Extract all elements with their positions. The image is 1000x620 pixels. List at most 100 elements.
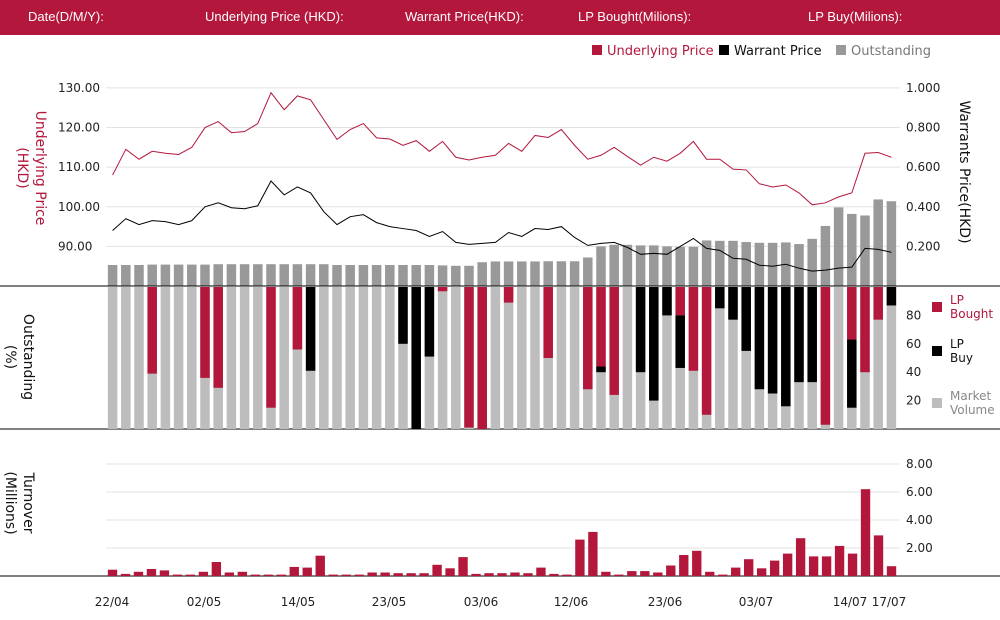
lp-bought-bar xyxy=(688,287,699,371)
market-volume-bar xyxy=(385,287,395,429)
outstanding-bar xyxy=(411,265,421,286)
warrant-price-line xyxy=(112,180,892,272)
outstanding-bar xyxy=(371,265,382,286)
x-tick: 03/06 xyxy=(464,595,499,609)
outstanding-bar xyxy=(503,261,514,286)
turnover-bar xyxy=(692,550,702,576)
market-volume-bar xyxy=(239,287,250,429)
outstanding-bar xyxy=(187,264,197,286)
turnover-bar xyxy=(769,560,780,576)
market-volume-bar xyxy=(873,287,883,429)
turnover-bar xyxy=(795,538,806,576)
outstanding-bar xyxy=(358,265,369,286)
lp-bought-bar xyxy=(675,287,685,316)
market-volume-bar xyxy=(187,287,197,429)
turnover-bar xyxy=(782,553,793,576)
y-turnover-axis-title: Turnover(Millions) xyxy=(2,471,36,534)
lp-buy-bar xyxy=(662,287,672,316)
lp-bought-label: LP Bought(Milions): xyxy=(578,9,692,24)
market-volume-bar xyxy=(517,287,527,429)
market-volume-bar xyxy=(279,287,289,429)
market-volume-bar xyxy=(833,287,844,429)
turnover-bar xyxy=(756,568,767,576)
outstanding-bar xyxy=(886,201,897,286)
turnover-bar xyxy=(224,572,235,576)
y-outstanding-tick: 40 xyxy=(906,365,921,379)
market-volume-bar xyxy=(728,287,738,429)
turnover-bar xyxy=(380,572,390,576)
outstanding-bar xyxy=(635,245,646,286)
outstanding-bar xyxy=(266,264,276,286)
outstanding-bar xyxy=(741,242,751,286)
legend-swatch xyxy=(932,302,942,312)
turnover-bar xyxy=(445,568,455,576)
turnover-bar xyxy=(302,567,312,576)
outstanding-bar xyxy=(226,264,237,286)
outstanding-bar xyxy=(688,246,699,286)
legend-label: Warrant Price xyxy=(734,44,822,59)
y-left-tick: 120.00 xyxy=(58,121,100,135)
turnover-bar xyxy=(315,555,325,576)
turnover-bar xyxy=(276,574,286,576)
lp-buy-bar xyxy=(596,366,606,373)
lp-bought-bar xyxy=(596,287,606,367)
outstanding-bar xyxy=(437,265,448,286)
outstanding-bar xyxy=(569,261,580,286)
outstanding-bar xyxy=(398,265,408,286)
market-volume-bar xyxy=(160,287,171,429)
y-right-tick: 0.800 xyxy=(906,121,940,135)
underlying-price-label: Underlying Price (HKD): xyxy=(205,9,344,24)
turnover-bar xyxy=(393,573,403,576)
y-right-tick: 1.000 xyxy=(906,81,940,95)
market-volume-bar xyxy=(424,287,435,429)
lp-buy-bar xyxy=(305,287,316,371)
turnover-bar xyxy=(705,571,715,576)
turnover-bar xyxy=(263,574,273,576)
x-tick: 22/04 xyxy=(95,595,130,609)
outstanding-bar xyxy=(649,245,659,286)
lp-bought-bar xyxy=(847,287,857,340)
lp-buy-bar xyxy=(649,287,659,401)
turnover-bar xyxy=(588,531,598,576)
y-right-axis-title: Warrants Price(HKD) xyxy=(956,100,972,243)
lp-buy-bar xyxy=(424,287,435,357)
turnover-bar xyxy=(107,569,118,576)
legend-swatch xyxy=(932,346,942,356)
lp-buy-bar xyxy=(847,339,857,408)
outstanding-bar xyxy=(134,265,144,286)
outstanding-bar xyxy=(121,265,131,286)
turnover-bar xyxy=(847,553,858,576)
turnover-bar xyxy=(523,573,533,576)
market-volume-bar xyxy=(319,287,329,429)
y-right-tick: 0.600 xyxy=(906,160,940,174)
outstanding-bar xyxy=(543,261,553,286)
turnover-bar xyxy=(172,574,183,576)
outstanding-bar xyxy=(332,265,342,286)
y-left-tick: 130.00 xyxy=(58,81,100,95)
market-volume-bar xyxy=(437,287,448,429)
lp-bought-bar xyxy=(583,287,593,390)
turnover-bar xyxy=(718,574,728,576)
turnover-bar xyxy=(406,573,416,576)
lp-bought-bar xyxy=(292,287,303,350)
lp-buy-bar xyxy=(715,287,725,309)
y-turnover-tick: 8.00 xyxy=(906,457,933,471)
market-volume-bar xyxy=(622,287,633,429)
legend-label: LP Buy xyxy=(950,337,973,365)
lp-buy-bar xyxy=(675,315,685,368)
turnover-bar xyxy=(185,574,196,576)
outstanding-bar xyxy=(675,246,685,286)
y-left-axis-title: Underlying Price(HKD) xyxy=(14,111,48,226)
turnover-bar xyxy=(250,574,260,576)
outstanding-bar xyxy=(464,265,474,286)
turnover-bar xyxy=(211,562,222,576)
turnover-bar xyxy=(627,571,637,576)
market-volume-bar xyxy=(886,287,897,429)
outstanding-bar xyxy=(319,264,329,286)
outstanding-bar xyxy=(279,264,289,286)
market-volume-bar xyxy=(358,287,369,429)
turnover-bar xyxy=(562,574,572,576)
turnover-bar xyxy=(510,572,520,576)
lp-bought-bar xyxy=(477,287,487,429)
lp-buy-bar xyxy=(794,287,804,383)
